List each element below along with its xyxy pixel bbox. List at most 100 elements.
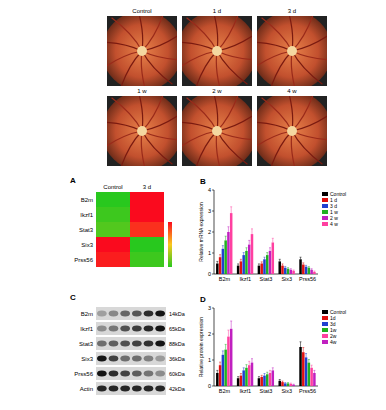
optic-disc xyxy=(137,46,147,56)
plot-area xyxy=(216,321,316,386)
bar xyxy=(281,382,283,386)
vessel xyxy=(262,98,292,131)
blot-band xyxy=(120,326,130,332)
vessel xyxy=(216,51,222,86)
x-tick-label: B2m xyxy=(219,388,231,394)
blot-row-label: Stat3 xyxy=(79,341,94,347)
vessel xyxy=(292,51,322,84)
vessel xyxy=(142,51,172,84)
error-bar xyxy=(261,262,263,264)
error-bar xyxy=(237,264,239,266)
legend-swatch xyxy=(322,210,328,214)
y-tick-label: 3 xyxy=(208,208,211,214)
bar xyxy=(263,259,265,274)
vessel xyxy=(216,131,222,166)
error-bar xyxy=(237,377,239,379)
legend-label: 4 w xyxy=(330,221,338,227)
bar xyxy=(313,272,315,274)
x-tick-label: Stat3 xyxy=(260,276,273,282)
photo-label: Control xyxy=(132,8,151,14)
error-bar xyxy=(251,229,253,234)
vessel xyxy=(257,131,292,150)
error-bar xyxy=(302,263,304,265)
error-bar xyxy=(230,207,232,213)
blot-band xyxy=(109,311,119,317)
bar xyxy=(248,365,250,386)
error-bar xyxy=(290,383,292,385)
blot-band xyxy=(155,341,165,347)
x-tick-label: B2m xyxy=(219,276,231,282)
blot-band xyxy=(120,356,130,362)
error-bar xyxy=(248,240,250,244)
error-bar xyxy=(287,382,289,384)
y-tick-label: 1 xyxy=(208,357,211,363)
bar xyxy=(230,213,232,274)
figure: Control1 d3 d1 w2 w4 wAControl3 dB2mIkzf… xyxy=(0,0,386,410)
blot-row-label: Prss56 xyxy=(74,371,93,377)
error-bar xyxy=(293,270,295,272)
vessel xyxy=(112,98,142,131)
heatmap-cell xyxy=(130,237,164,252)
y-tick-label: 3 xyxy=(208,305,211,311)
bar xyxy=(258,378,260,386)
error-bar xyxy=(245,248,247,251)
blot-band xyxy=(144,356,154,362)
optic-disc xyxy=(287,126,297,136)
heatmap-cell xyxy=(96,207,130,222)
panel-label: C xyxy=(70,293,76,302)
error-bar xyxy=(227,227,229,232)
vessel xyxy=(107,131,142,150)
bar xyxy=(292,385,294,386)
optic-disc xyxy=(212,126,222,136)
blot-band xyxy=(120,341,130,347)
bar xyxy=(245,368,247,386)
error-bar xyxy=(313,370,315,373)
blot-band xyxy=(120,311,130,317)
y-axis xyxy=(214,308,215,386)
legend-swatch xyxy=(322,192,328,196)
error-bar xyxy=(282,264,284,266)
bar xyxy=(281,266,283,274)
blot-row-label: Six3 xyxy=(81,356,93,362)
vessel xyxy=(141,131,147,166)
x-tick-label: Prss56 xyxy=(299,276,316,282)
x-tick-label: Stat3 xyxy=(260,388,273,394)
vessel xyxy=(287,96,293,131)
error-bar xyxy=(287,268,289,269)
blot-row-label: Ikzf1 xyxy=(80,326,93,332)
error-bar xyxy=(263,257,265,259)
vessel xyxy=(217,131,247,164)
bar xyxy=(242,370,244,386)
vessel xyxy=(141,51,147,86)
bar xyxy=(251,363,253,386)
y-tick xyxy=(212,211,214,212)
bar xyxy=(216,264,218,275)
fundus-photo xyxy=(257,16,327,86)
blot-band xyxy=(109,371,119,377)
bar xyxy=(263,376,265,386)
blot-size-label: 88kDa xyxy=(169,341,186,347)
blot-band xyxy=(109,386,119,392)
error-bar xyxy=(230,321,232,329)
blot-strip xyxy=(96,307,166,320)
y-tick xyxy=(212,253,214,254)
x-tick-label: Prss56 xyxy=(299,388,316,394)
error-bar xyxy=(308,267,310,268)
bar xyxy=(305,357,307,386)
error-bar xyxy=(293,384,295,386)
bar xyxy=(230,329,232,386)
fundus-photo xyxy=(107,16,177,86)
bar xyxy=(222,249,224,274)
blot-band xyxy=(97,356,107,362)
heatmap-cell xyxy=(96,222,130,237)
error-bar xyxy=(279,259,281,261)
blot-row-label: B2m xyxy=(81,311,93,317)
photo-label: 3 d xyxy=(288,8,296,14)
error-bar xyxy=(300,257,302,259)
error-bar xyxy=(216,261,218,263)
blot-band xyxy=(109,356,119,362)
heatmap-cell xyxy=(130,252,164,267)
bar xyxy=(308,363,310,386)
vessel xyxy=(292,32,327,51)
bar xyxy=(284,268,286,274)
